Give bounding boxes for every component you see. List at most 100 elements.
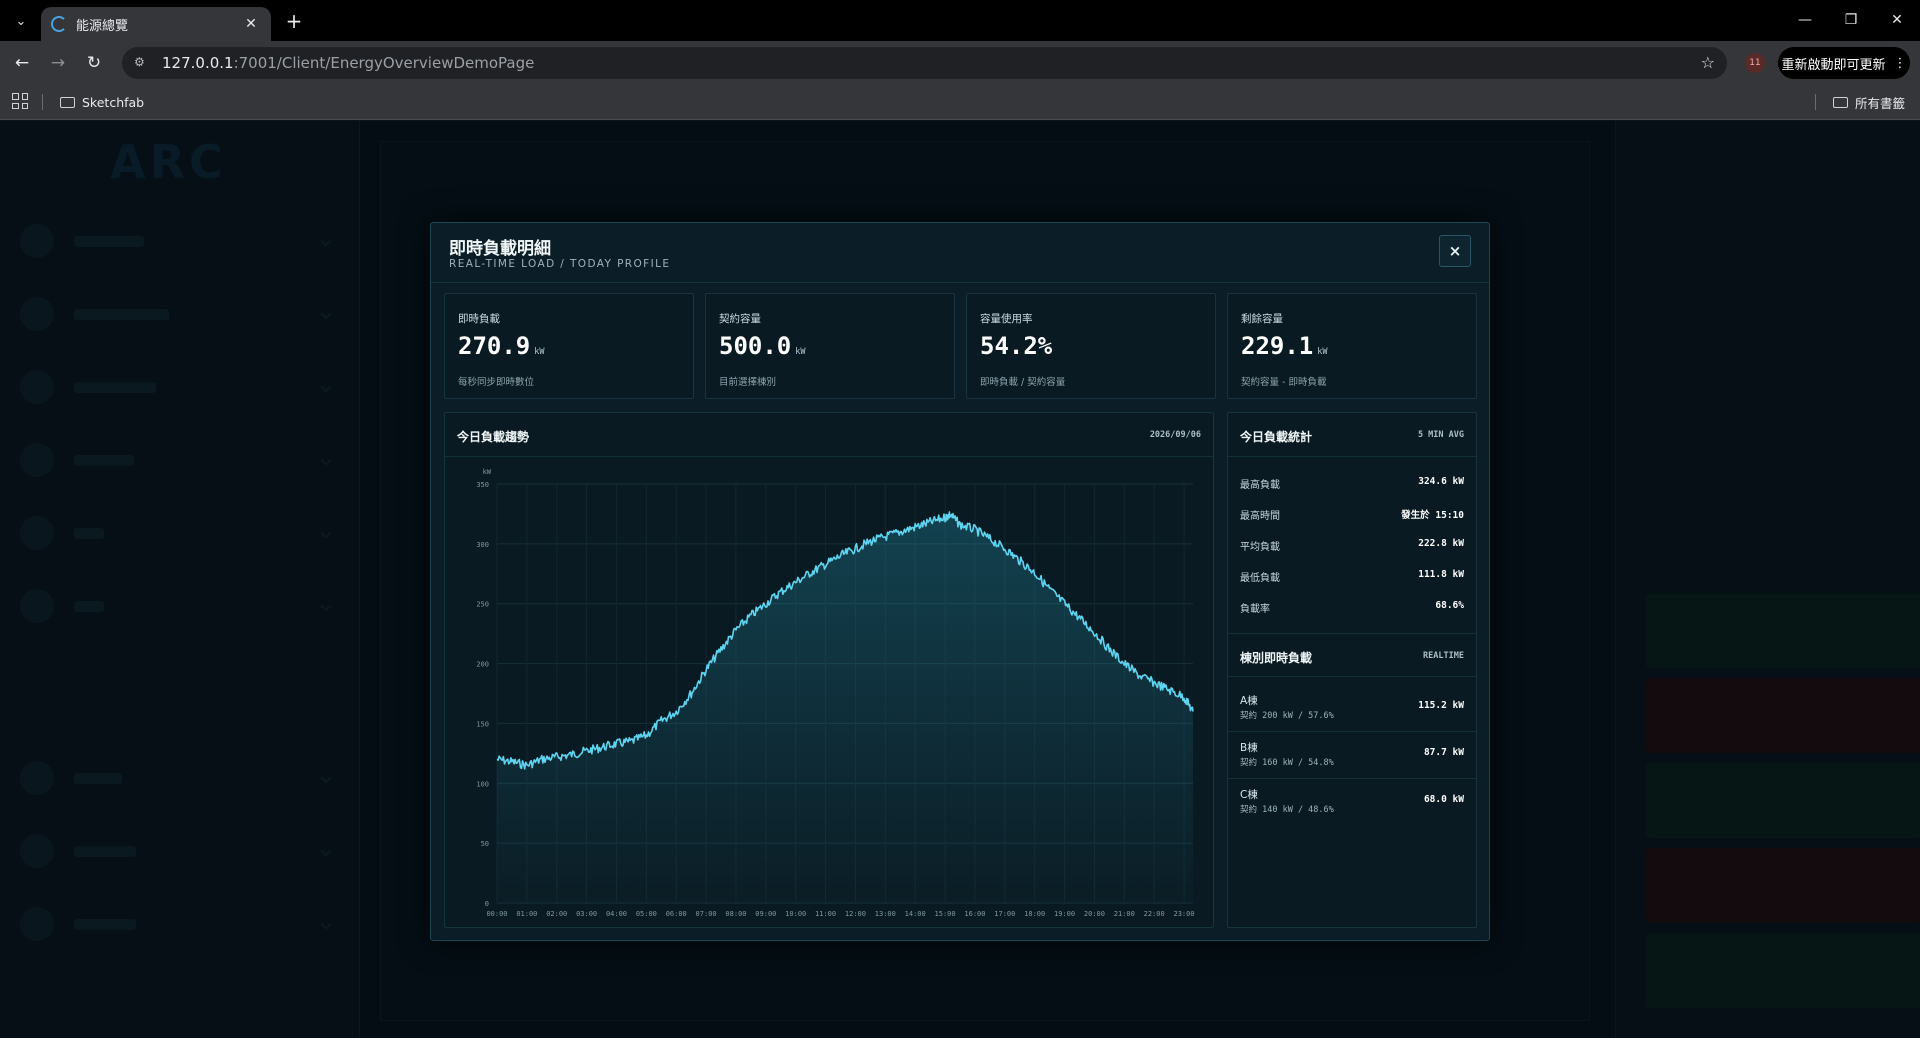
folder-icon <box>60 96 75 108</box>
kpi-value: 54.2% <box>980 332 1053 360</box>
kpi-unit: kW <box>1317 347 1328 357</box>
forward-arrow-icon[interactable]: → <box>50 53 66 73</box>
stat-label: 平均負載 <box>1240 542 1280 553</box>
realtime-load-modal: 即時負載明細 REAL-TIME LOAD / TODAY PROFILE × … <box>430 222 1490 941</box>
y-tick-label: 100 <box>476 780 489 788</box>
update-button-label: 重新啟動即可更新 <box>1781 57 1886 73</box>
stat-row-average: 平均負載 222.8 kW <box>1240 535 1464 555</box>
modal-subtitle: REAL-TIME LOAD / TODAY PROFILE <box>449 258 671 270</box>
kpi-value: 229.1 kW <box>1241 332 1328 360</box>
x-tick-label: 13:00 <box>875 910 896 918</box>
kpi-note: 每秒同步即時數位 <box>458 377 535 388</box>
minimize-icon[interactable]: — <box>1798 12 1812 28</box>
bookmark-folder-sketchfab[interactable]: Sketchfab <box>60 92 144 112</box>
x-tick-label: 21:00 <box>1114 910 1135 918</box>
tab-close-icon[interactable]: ✕ <box>245 16 257 32</box>
x-tick-label: 02:00 <box>546 910 567 918</box>
kpi-contract-capacity: 契約容量 500.0 kW 目前選擇棟別 <box>705 293 955 399</box>
y-tick-label: 250 <box>476 601 489 609</box>
kpi-note: 目前選擇棟別 <box>719 377 777 388</box>
browser-tab-bar: ⌄ 能源總覽 ✕ + — ❐ ✕ <box>0 0 1920 41</box>
relaunch-update-button[interactable]: 重新啟動即可更新 ⋮ <box>1778 47 1910 79</box>
kpi-realtime-load: 即時負載 270.9 kW 每秒同步即時數位 <box>444 293 694 399</box>
building-contract: 契約 160 kW / 54.8% <box>1240 758 1334 768</box>
back-arrow-icon[interactable]: ← <box>14 53 30 73</box>
load-trend-chart: kW 0 50 100 150 200 250 300 350 00:00 01:00 02:00 03… <box>476 468 1194 918</box>
x-tick-label: 10:00 <box>785 910 806 918</box>
kpi-note: 契約容量 - 即時負載 <box>1241 377 1327 388</box>
stat-value: 發生於 15:10 <box>1401 510 1464 521</box>
kpi-unit: kW <box>795 347 806 357</box>
modal-close-button[interactable]: × <box>1439 235 1471 267</box>
x-tick-label: 08:00 <box>725 910 746 918</box>
x-tick-label: 09:00 <box>755 910 776 918</box>
y-tick-label: 350 <box>476 481 489 489</box>
extension-badge-icon[interactable]: 11 <box>1745 53 1765 73</box>
y-axis-unit-label: kW <box>483 468 492 476</box>
bookmark-label: Sketchfab <box>82 94 145 110</box>
address-bar[interactable]: ⚙ 127.0.0.1:7001/Client/EnergyOverviewDe… <box>122 47 1727 79</box>
x-tick-label: 14:00 <box>905 910 926 918</box>
kpi-label: 契約容量 <box>719 313 761 325</box>
x-tick-label: 23:00 <box>1173 910 1194 918</box>
x-tick-label: 01:00 <box>516 910 537 918</box>
x-tick-label: 11:00 <box>815 910 836 918</box>
panel-header: 今日負載趨勢 2026/09/06 <box>445 413 1213 457</box>
building-row-b: B棟 契約 160 kW / 54.8% 87.7 kW <box>1228 732 1476 779</box>
building-load: 115.2 kW <box>1418 700 1464 711</box>
restore-icon[interactable]: ❐ <box>1844 12 1858 28</box>
x-tick-label: 07:00 <box>696 910 717 918</box>
bookmarks-divider <box>42 94 43 110</box>
load-series-line <box>496 511 1194 770</box>
apps-grid-icon[interactable] <box>12 93 28 109</box>
building-section-header: 棟別即時負載 REALTIME <box>1228 633 1476 677</box>
load-area-fill <box>497 511 1193 903</box>
panel-header: 今日負載統計 5 MIN AVG <box>1228 413 1476 457</box>
building-load: 68.0 kW <box>1423 794 1464 805</box>
bookmarks-bar: Sketchfab 所有書籤 <box>0 84 1920 120</box>
stat-row-minimum: 最低負載 111.8 kW <box>1240 566 1464 586</box>
y-tick-label: 50 <box>481 840 489 848</box>
all-bookmarks-folder[interactable]: 所有書籤 <box>1833 92 1905 112</box>
stat-label: 最高時間 <box>1240 511 1280 522</box>
x-tick-label: 17:00 <box>994 910 1015 918</box>
reload-icon[interactable]: ↻ <box>86 53 102 73</box>
kpi-label: 即時負載 <box>458 313 500 325</box>
x-tick-label: 05:00 <box>636 910 657 918</box>
x-tick-label: 15:00 <box>935 910 956 918</box>
close-window-icon[interactable]: ✕ <box>1891 12 1903 28</box>
kpi-value: 270.9 kW <box>458 332 545 360</box>
kpi-value: 500.0 kW <box>719 332 806 360</box>
modal-title: 即時負載明細 <box>449 239 551 259</box>
stat-row-peak-time: 最高時間 發生於 15:10 <box>1240 504 1464 524</box>
trend-title: 今日負載趨勢 <box>457 430 530 444</box>
browser-tab-active[interactable]: 能源總覽 ✕ <box>41 7 271 41</box>
bookmark-star-icon[interactable]: ☆ <box>1700 53 1715 72</box>
all-bookmarks-label: 所有書籤 <box>1855 95 1906 111</box>
kpi-label: 容量使用率 <box>980 313 1033 325</box>
x-tick-label: 00:00 <box>486 910 507 918</box>
building-name: C棟 <box>1240 789 1258 801</box>
stat-row-load-factor: 負載率 68.6% <box>1240 597 1464 617</box>
stats-title: 今日負載統計 <box>1240 430 1313 444</box>
bookmarks-divider-right <box>1815 94 1816 110</box>
building-row-c: C棟 契約 140 kW / 48.6% 68.0 kW <box>1228 779 1476 826</box>
x-tick-label: 22:00 <box>1144 910 1165 918</box>
kpi-unit: kW <box>534 347 545 357</box>
building-tag: REALTIME <box>1423 651 1464 661</box>
x-tick-label: 18:00 <box>1024 910 1045 918</box>
tab-list-chevron-icon[interactable]: ⌄ <box>15 13 27 29</box>
load-stats-panel: 今日負載統計 5 MIN AVG 最高負載 324.6 kW 最高時間 發生於 … <box>1227 412 1477 928</box>
url-host: 127.0.0.1 <box>162 54 234 72</box>
stat-value: 222.8 kW <box>1418 538 1464 549</box>
stat-label: 負載率 <box>1240 604 1270 615</box>
y-tick-label: 300 <box>476 541 489 549</box>
kpi-capacity-usage: 容量使用率 54.2% 即時負載 / 契約容量 <box>966 293 1216 399</box>
x-tick-label: 20:00 <box>1084 910 1105 918</box>
site-info-icon[interactable]: ⚙ <box>134 55 145 69</box>
stat-value: 111.8 kW <box>1418 569 1464 580</box>
kpi-remaining-capacity: 剩餘容量 229.1 kW 契約容量 - 即時負載 <box>1227 293 1477 399</box>
new-tab-plus-icon[interactable]: + <box>285 9 303 33</box>
building-load: 87.7 kW <box>1423 747 1464 758</box>
y-tick-label: 0 <box>485 900 489 908</box>
